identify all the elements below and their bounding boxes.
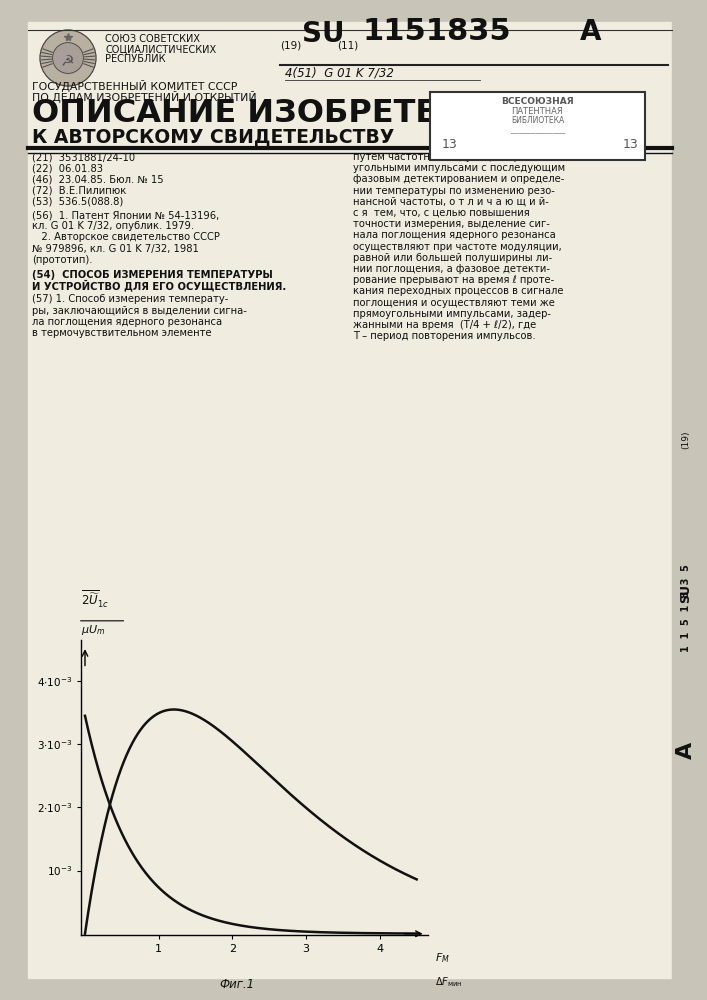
Text: прямоугольными импульсами, задер-: прямоугольными импульсами, задер- [353, 309, 551, 319]
Text: 1151835: 1151835 [362, 17, 510, 46]
Text: ПО ДЕЛАМ ИЗОБРЕТЕНИЙ И ОТКРЫТИЙ: ПО ДЕЛАМ ИЗОБРЕТЕНИЙ И ОТКРЫТИЙ [32, 91, 257, 103]
Text: (прототип).: (прототип). [32, 255, 93, 265]
Text: РЕСПУБЛИК: РЕСПУБЛИК [105, 54, 165, 64]
Text: СОЦИАЛИСТИЧЕСКИХ: СОЦИАЛИСТИЧЕСКИХ [105, 44, 216, 54]
Text: равной или большей полуширины ли-: равной или большей полуширины ли- [353, 253, 552, 263]
Text: поглощения и осуществляют теми же: поглощения и осуществляют теми же [353, 298, 555, 308]
Text: кл. G 01 K 7/32, опублик. 1979.: кл. G 01 K 7/32, опублик. 1979. [32, 221, 194, 231]
Text: SU: SU [679, 584, 692, 603]
Text: нии поглощения, а фазовое детекти-: нии поглощения, а фазовое детекти- [353, 264, 550, 274]
Text: А: А [676, 742, 696, 759]
Text: ОПИСАНИЕ ИЗОБРЕТЕНИЯ: ОПИСАНИЕ ИЗОБРЕТЕНИЯ [32, 98, 515, 129]
Text: рование прерывают на время ℓ проте-: рование прерывают на время ℓ проте- [353, 275, 554, 285]
Text: И УСТРОЙСТВО ДЛЯ ЕГО ОСУЩЕСТВЛЕНИЯ.: И УСТРОЙСТВО ДЛЯ ЕГО ОСУЩЕСТВЛЕНИЯ. [32, 279, 286, 291]
Text: в термочувствительном элементе: в термочувствительном элементе [32, 328, 211, 338]
Text: ла поглощения ядерного резонанса: ла поглощения ядерного резонанса [32, 317, 222, 327]
Text: фазовым детектированием и определе-: фазовым детектированием и определе- [353, 174, 564, 184]
Text: (11): (11) [337, 40, 358, 50]
Text: нии температуры по изменению резо-: нии температуры по изменению резо- [353, 186, 555, 196]
Text: ВСЕСОЮЗНАЯ: ВСЕСОЮЗНАЯ [501, 97, 574, 106]
Text: ПАТЕНТНАЯ: ПАТЕНТНАЯ [512, 107, 563, 116]
Text: нала поглощения ядерного резонанса: нала поглощения ядерного резонанса [353, 230, 556, 240]
Text: угольными импульсами с последующим: угольными импульсами с последующим [353, 163, 565, 173]
Text: $\Delta F_{\rm мин}$: $\Delta F_{\rm мин}$ [435, 975, 462, 989]
Text: (19): (19) [280, 40, 301, 50]
Text: (72)  В.Е.Пилипюк: (72) В.Е.Пилипюк [32, 186, 127, 196]
Text: (57) 1. Способ измерения температу-: (57) 1. Способ измерения температу- [32, 294, 228, 304]
Text: осуществляют при частоте модуляции,: осуществляют при частоте модуляции, [353, 242, 562, 252]
Text: точности измерения, выделение сиг-: точности измерения, выделение сиг- [353, 219, 550, 229]
Text: кания переходных процессов в сигнале: кания переходных процессов в сигнале [353, 286, 563, 296]
Text: ☭: ☭ [62, 53, 75, 68]
Text: 1  1  5  1  8  3  5: 1 1 5 1 8 3 5 [681, 564, 691, 652]
Text: T – период повторения импульсов.: T – период повторения импульсов. [353, 331, 536, 341]
Text: 13: 13 [442, 138, 457, 151]
Text: SU: SU [302, 20, 344, 48]
Text: 4(51)  G 01 K 7/32: 4(51) G 01 K 7/32 [285, 66, 394, 79]
Text: (56)  1. Патент Японии № 54-13196,: (56) 1. Патент Японии № 54-13196, [32, 210, 219, 220]
Text: К АВТОРСКОМУ СВИДЕТЕЛЬСТВУ: К АВТОРСКОМУ СВИДЕТЕЛЬСТВУ [32, 127, 395, 146]
Text: жанными на время  (T/4 + ℓ/2), где: жанными на время (T/4 + ℓ/2), где [353, 320, 536, 330]
Text: А: А [580, 18, 602, 46]
Text: ры, заключающийся в выделении сигна-: ры, заключающийся в выделении сигна- [32, 306, 247, 316]
Text: (53)  536.5(088.8): (53) 536.5(088.8) [32, 197, 123, 207]
Text: с я  тем, что, с целью повышения: с я тем, что, с целью повышения [353, 208, 530, 218]
Text: (22)  06.01.83: (22) 06.01.83 [32, 163, 103, 173]
Bar [430, 92, 645, 160]
Text: ─────────────: ───────────── [510, 131, 565, 137]
Text: $\mu U_m$: $\mu U_m$ [81, 623, 105, 637]
Text: Фиг.1: Фиг.1 [220, 978, 255, 991]
Text: 13: 13 [623, 138, 638, 151]
Text: (54)  СПОСОБ ИЗМЕРЕНИЯ ТЕМПЕРАТУРЫ: (54) СПОСОБ ИЗМЕРЕНИЯ ТЕМПЕРАТУРЫ [32, 270, 273, 280]
Circle shape [40, 30, 96, 86]
Text: путем частотной модуляции прямо-: путем частотной модуляции прямо- [353, 152, 543, 162]
Text: $F_M$: $F_M$ [435, 952, 450, 965]
Text: ГОСУДАРСТВЕННЫЙ КОМИТЕТ СССР: ГОСУДАРСТВЕННЫЙ КОМИТЕТ СССР [32, 80, 238, 92]
Text: (21)  3531881/24-10: (21) 3531881/24-10 [32, 152, 135, 162]
Text: СОЮЗ СОВЕТСКИХ: СОЮЗ СОВЕТСКИХ [105, 34, 200, 44]
Text: (19): (19) [682, 431, 691, 449]
Text: 2. Авторское свидетельство СССР: 2. Авторское свидетельство СССР [32, 232, 220, 242]
Bar [672, 22, 707, 978]
Circle shape [52, 43, 83, 73]
Text: $\overline{2\widetilde{U}}_{1c}$: $\overline{2\widetilde{U}}_{1c}$ [81, 589, 109, 610]
Text: БИБЛИОТЕКА: БИБЛИОТЕКА [511, 116, 564, 125]
Text: (46)  23.04.85. Бюл. № 15: (46) 23.04.85. Бюл. № 15 [32, 174, 163, 184]
Text: нансной частоты, о т л и ч а ю щ и й-: нансной частоты, о т л и ч а ю щ и й- [353, 197, 549, 207]
Text: № 979896, кл. G 01 K 7/32, 1981: № 979896, кл. G 01 K 7/32, 1981 [32, 244, 199, 254]
